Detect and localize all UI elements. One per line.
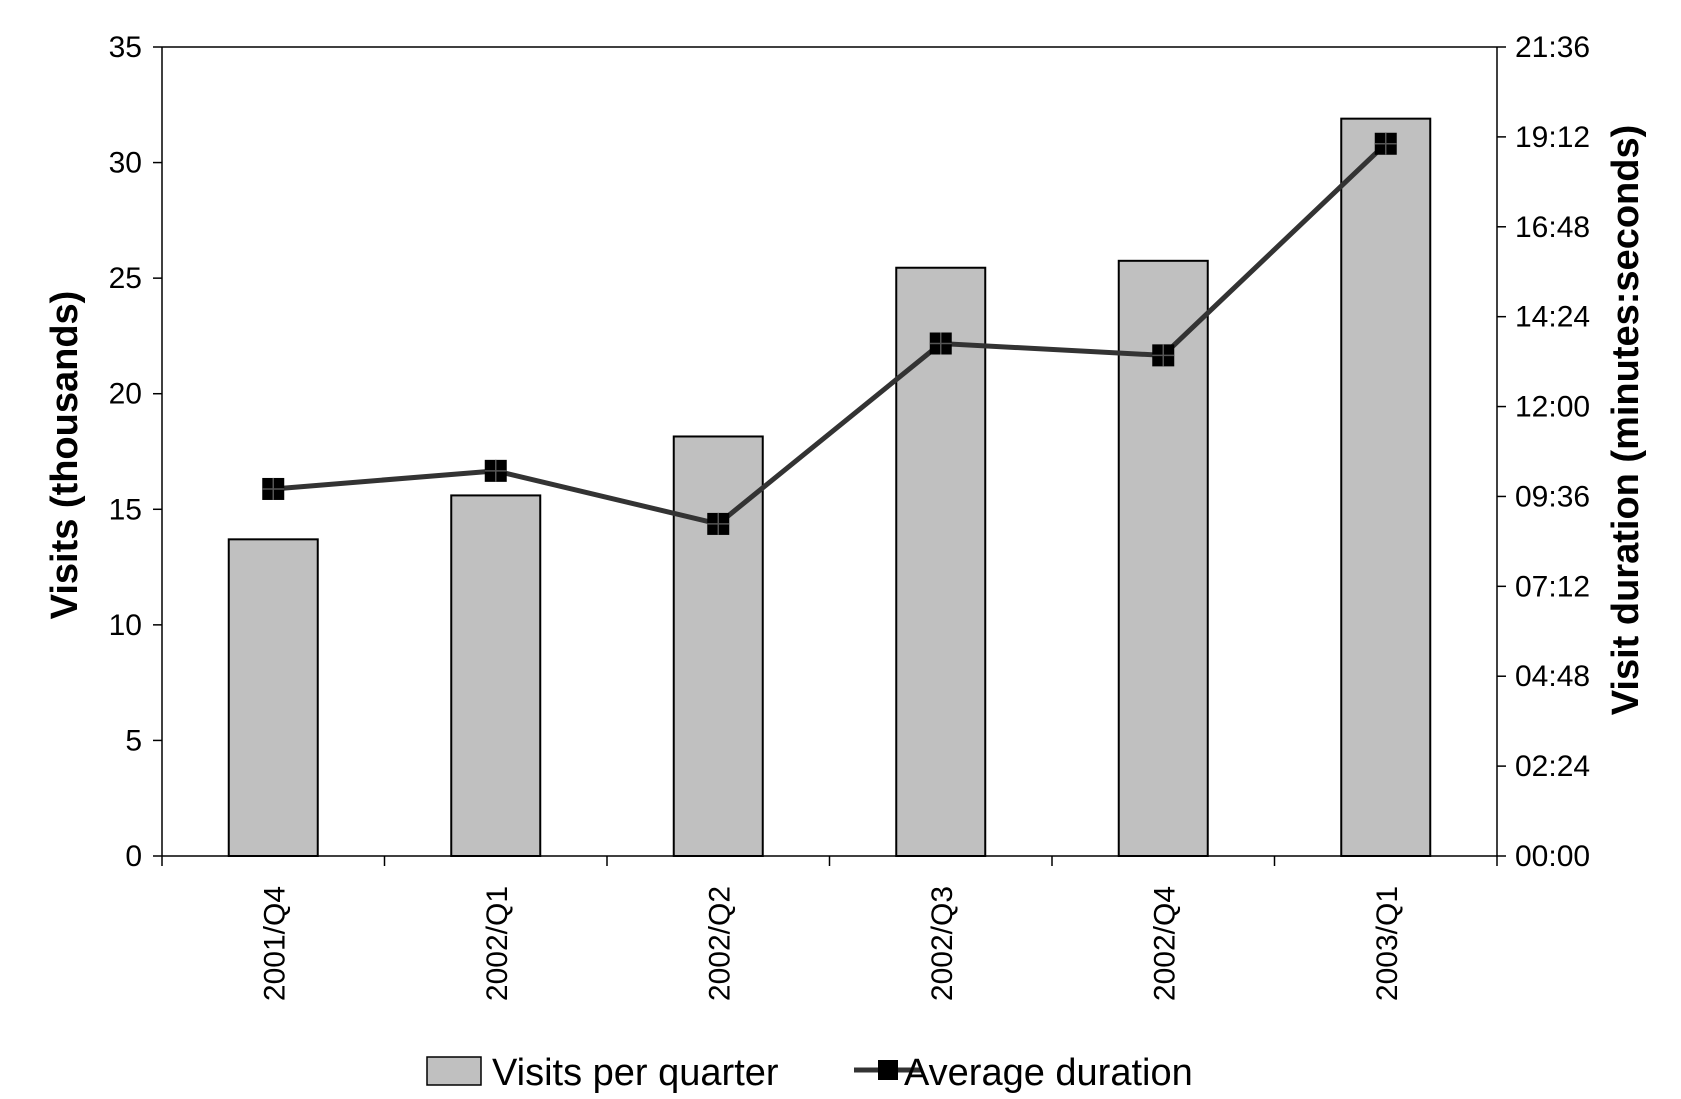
y-tick-label: 0 <box>125 840 142 873</box>
bar-2002/Q2 <box>672 435 764 857</box>
legend-bar-swatch <box>426 1056 482 1086</box>
y-tick-label: 10 <box>109 609 142 642</box>
y2-axis-title: Visit duration (minutes:seconds) <box>1605 125 1647 715</box>
bar-2003/Q1 <box>1340 117 1432 857</box>
bar-2002/Q1 <box>450 494 542 857</box>
bars-layer <box>227 117 1432 857</box>
labels-layer: 0 5 10 15 20 25 30 35 00:00 02:24 04:48 07:12 09:36 1… <box>109 31 1590 1001</box>
legend: Visits per quarter Average duration <box>426 1052 1193 1094</box>
y2-tick-label: 19:12 <box>1515 121 1590 154</box>
legend-line-marker <box>878 1060 898 1080</box>
x-tick-label: 2002/Q3 <box>926 886 959 1001</box>
y2-tick-label: 14:24 <box>1515 301 1590 334</box>
y2-tick-label: 04:48 <box>1515 660 1590 693</box>
y2-tick-label: 00:00 <box>1515 840 1590 873</box>
bar-2001/Q4 <box>227 538 319 857</box>
x-tick-label: 2003/Q1 <box>1371 886 1404 1001</box>
y-tick-label: 5 <box>125 724 142 757</box>
x-tick-label: 2002/Q4 <box>1148 886 1181 1001</box>
y-axis-title: Visits (thousands) <box>44 291 86 620</box>
y-tick-label: 35 <box>109 31 142 64</box>
y-tick-label: 25 <box>109 262 142 295</box>
x-tick-label: 2002/Q2 <box>703 886 736 1001</box>
y-tick-label: 30 <box>109 147 142 180</box>
axes-layer <box>153 46 1506 866</box>
y2-tick-label: 07:12 <box>1515 570 1590 603</box>
legend-label-duration: Average duration <box>904 1052 1193 1094</box>
y2-tick-label: 16:48 <box>1515 211 1590 244</box>
duration-line <box>273 141 1388 527</box>
y2-tick-label: 21:36 <box>1515 31 1590 64</box>
bar-2002/Q3 <box>895 266 987 857</box>
y2-tick-label: 12:00 <box>1515 391 1590 424</box>
y2-tick-label: 02:24 <box>1515 750 1590 783</box>
y2-tick-label: 09:36 <box>1515 480 1590 513</box>
x-tick-label: 2002/Q1 <box>481 886 514 1001</box>
legend-label-visits: Visits per quarter <box>492 1052 779 1094</box>
y-tick-label: 20 <box>109 378 142 411</box>
y-tick-label: 15 <box>109 493 142 526</box>
x-tick-label: 2001/Q4 <box>258 886 291 1001</box>
line-layer <box>262 132 1397 535</box>
